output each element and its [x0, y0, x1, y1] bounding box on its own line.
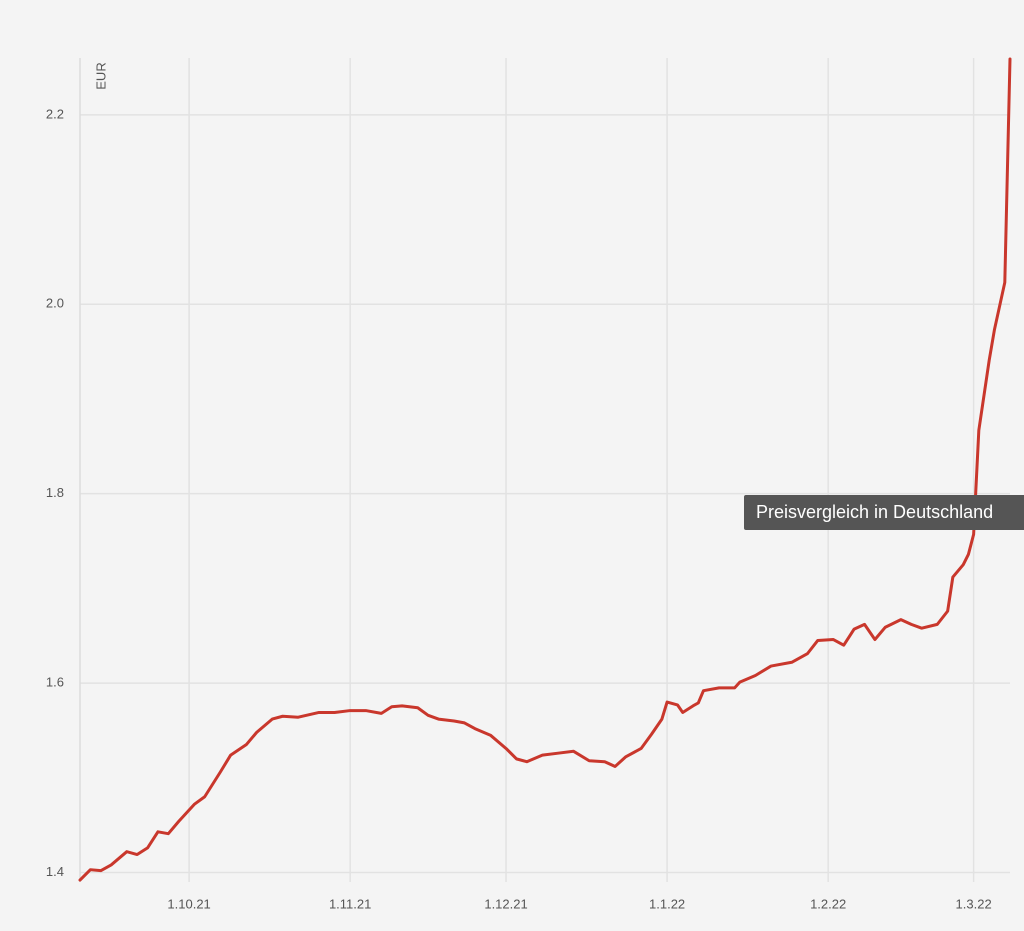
x-tick-label: 1.10.21	[167, 896, 210, 911]
x-tick-label: 1.1.22	[649, 896, 685, 911]
tooltip-box	[744, 495, 1024, 530]
x-tick-label: 1.3.22	[956, 896, 992, 911]
y-tick-label: 1.4	[46, 864, 64, 879]
grid	[80, 58, 1010, 882]
x-tick-label: 1.12.21	[484, 896, 527, 911]
y-tick-label: 2.2	[46, 106, 64, 121]
price-line	[78, 57, 1012, 882]
tooltip: Preisvergleich in Deutschland	[744, 495, 1024, 530]
x-tick-label: 1.11.21	[329, 896, 371, 911]
y-tick-label: 1.8	[46, 485, 64, 500]
y-axis-label: EUR	[93, 62, 108, 89]
plot	[78, 57, 1012, 882]
x-tick-label: 1.2.22	[810, 896, 846, 911]
tooltip-text: Preisvergleich in Deutschland	[756, 502, 993, 522]
y-tick-label: 1.6	[46, 675, 64, 690]
y-tick-label: 2.0	[46, 296, 64, 311]
